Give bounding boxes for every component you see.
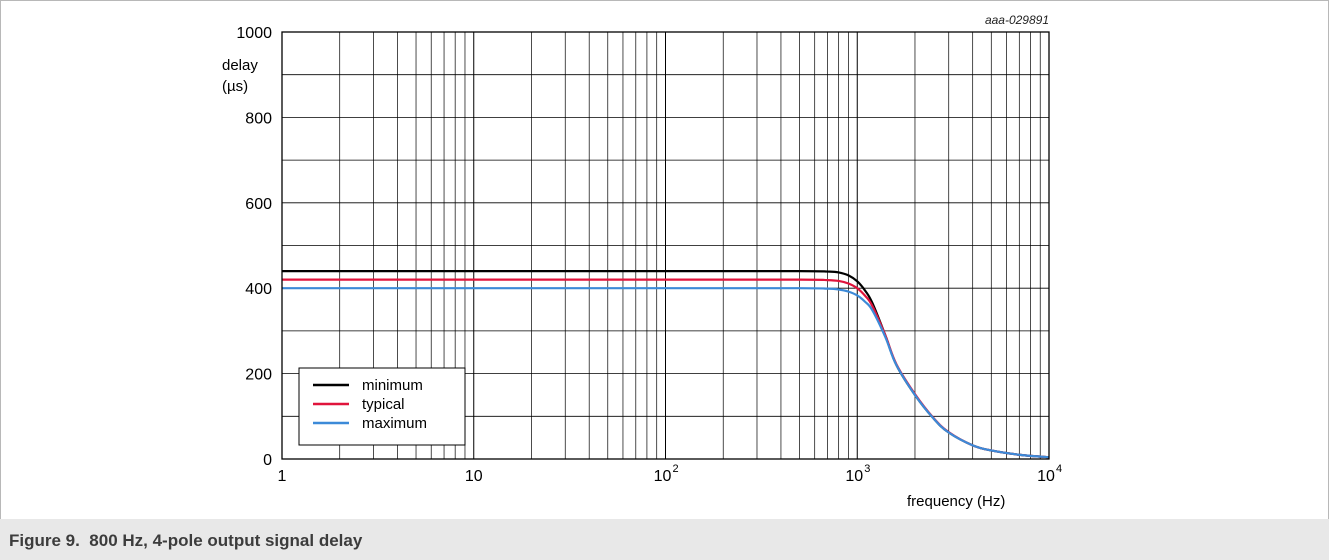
x-tick-exponent: 4 — [1056, 463, 1062, 475]
legend-item-typical: typical — [313, 396, 405, 413]
y-tick-labels: 0 200 400 600 800 1000 — [236, 25, 272, 469]
x-tick-exponent: 3 — [864, 463, 870, 475]
legend-label: typical — [362, 396, 405, 413]
x-tick-base: 1 — [278, 468, 287, 485]
series-line-maximum — [282, 287, 1050, 459]
legend-box — [298, 367, 466, 446]
figure-code: aaa-029891 — [985, 13, 1049, 27]
y-tick-label: 800 — [245, 110, 272, 127]
legend-item-minimum: minimum — [313, 377, 423, 394]
x-tick-base: 10 — [654, 468, 672, 485]
y-axis-label-line-1: delay — [222, 57, 258, 74]
plot-border — [281, 31, 1050, 460]
figure-caption: Figure 9. 800 Hz, 4-pole output signal d… — [9, 531, 363, 550]
x-tick-exponent: 2 — [673, 463, 679, 475]
y-tick-label: 600 — [245, 196, 272, 213]
x-tick-labels: 1 10 10 2 10 3 10 4 — [278, 463, 1063, 485]
x-tick-label: 10 — [465, 468, 483, 485]
x-tick-label: 10 3 — [845, 463, 870, 485]
y-tick-label: 0 — [263, 452, 272, 469]
x-tick-base: 10 — [465, 468, 483, 485]
y-tick-label: 1000 — [236, 25, 272, 42]
y-tick-label: 200 — [245, 367, 272, 384]
legend-item-maximum: maximum — [313, 415, 427, 432]
y-axis-label-line-2: (µs) — [222, 78, 248, 95]
x-tick-label: 10 4 — [1037, 463, 1062, 485]
x-axis-label: frequency (Hz) — [907, 493, 1005, 510]
x-tick-base: 10 — [1037, 468, 1055, 485]
legend-label: maximum — [362, 415, 427, 432]
chart-series — [281, 269, 1050, 459]
x-tick-label: 1 — [278, 468, 287, 485]
figure-frame — [0, 0, 1329, 520]
chart-legend: minimum typical maximum — [298, 367, 466, 446]
caption-bar — [0, 519, 1329, 560]
y-tick-label: 400 — [245, 281, 272, 298]
x-tick-base: 10 — [845, 468, 863, 485]
x-tick-label: 10 2 — [654, 463, 679, 485]
legend-label: minimum — [362, 377, 423, 394]
